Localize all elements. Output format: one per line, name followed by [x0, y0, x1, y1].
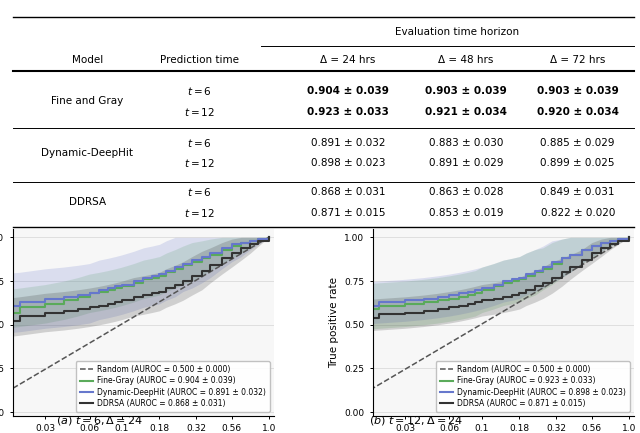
Text: $(a)\ t=6, \Delta=24$: $(a)\ t=6, \Delta=24$	[56, 414, 143, 427]
Text: $t = 6$: $t = 6$	[187, 137, 211, 149]
Text: 0.863 ± 0.028: 0.863 ± 0.028	[429, 187, 503, 197]
Text: Dynamic-DeepHit: Dynamic-DeepHit	[42, 148, 133, 158]
Text: 0.853 ± 0.019: 0.853 ± 0.019	[429, 207, 503, 218]
Text: $t = 6$: $t = 6$	[187, 85, 211, 97]
Text: 0.883 ± 0.030: 0.883 ± 0.030	[429, 138, 503, 148]
Text: Prediction time: Prediction time	[159, 55, 239, 65]
Text: Δ = 72 hrs: Δ = 72 hrs	[550, 55, 605, 65]
Text: 0.871 ± 0.015: 0.871 ± 0.015	[311, 207, 385, 218]
Text: 0.899 ± 0.025: 0.899 ± 0.025	[540, 158, 615, 168]
Text: 0.891 ± 0.029: 0.891 ± 0.029	[429, 158, 503, 168]
Text: Model: Model	[72, 55, 103, 65]
Legend: Random (AUROC = 0.500 ± 0.000), Fine-Gray (AUROC = 0.923 ± 0.033), Dynamic-DeepH: Random (AUROC = 0.500 ± 0.000), Fine-Gra…	[436, 362, 630, 412]
Text: Fine and Gray: Fine and Gray	[51, 97, 124, 107]
Text: Evaluation time horizon: Evaluation time horizon	[395, 26, 519, 36]
Text: DDRSA: DDRSA	[68, 197, 106, 207]
Text: $(b)\ t=12, \Delta=24$: $(b)\ t=12, \Delta=24$	[369, 414, 463, 427]
Text: $t = 6$: $t = 6$	[187, 186, 211, 198]
Text: 0.891 ± 0.032: 0.891 ± 0.032	[311, 138, 385, 148]
Text: 0.868 ± 0.031: 0.868 ± 0.031	[311, 187, 385, 197]
Text: 0.822 ± 0.020: 0.822 ± 0.020	[541, 207, 615, 218]
Legend: Random (AUROC = 0.500 ± 0.000), Fine-Gray (AUROC = 0.904 ± 0.039), Dynamic-DeepH: Random (AUROC = 0.500 ± 0.000), Fine-Gra…	[76, 362, 270, 412]
Text: 0.903 ± 0.039: 0.903 ± 0.039	[425, 86, 507, 96]
Text: Δ = 48 hrs: Δ = 48 hrs	[438, 55, 493, 65]
Text: $t = 12$: $t = 12$	[184, 157, 214, 169]
Text: 0.885 ± 0.029: 0.885 ± 0.029	[540, 138, 615, 148]
Y-axis label: True positive rate: True positive rate	[329, 277, 339, 368]
Text: 0.904 ± 0.039: 0.904 ± 0.039	[307, 86, 389, 96]
Text: Δ = 24 hrs: Δ = 24 hrs	[321, 55, 376, 65]
Text: 0.903 ± 0.039: 0.903 ± 0.039	[537, 86, 619, 96]
Text: 0.920 ± 0.034: 0.920 ± 0.034	[537, 107, 619, 117]
Text: 0.921 ± 0.034: 0.921 ± 0.034	[425, 107, 507, 117]
Text: 0.849 ± 0.031: 0.849 ± 0.031	[540, 187, 615, 197]
Text: 0.898 ± 0.023: 0.898 ± 0.023	[311, 158, 385, 168]
Text: $t = 12$: $t = 12$	[184, 207, 214, 219]
Text: $t = 12$: $t = 12$	[184, 106, 214, 118]
Text: 0.923 ± 0.033: 0.923 ± 0.033	[307, 107, 389, 117]
